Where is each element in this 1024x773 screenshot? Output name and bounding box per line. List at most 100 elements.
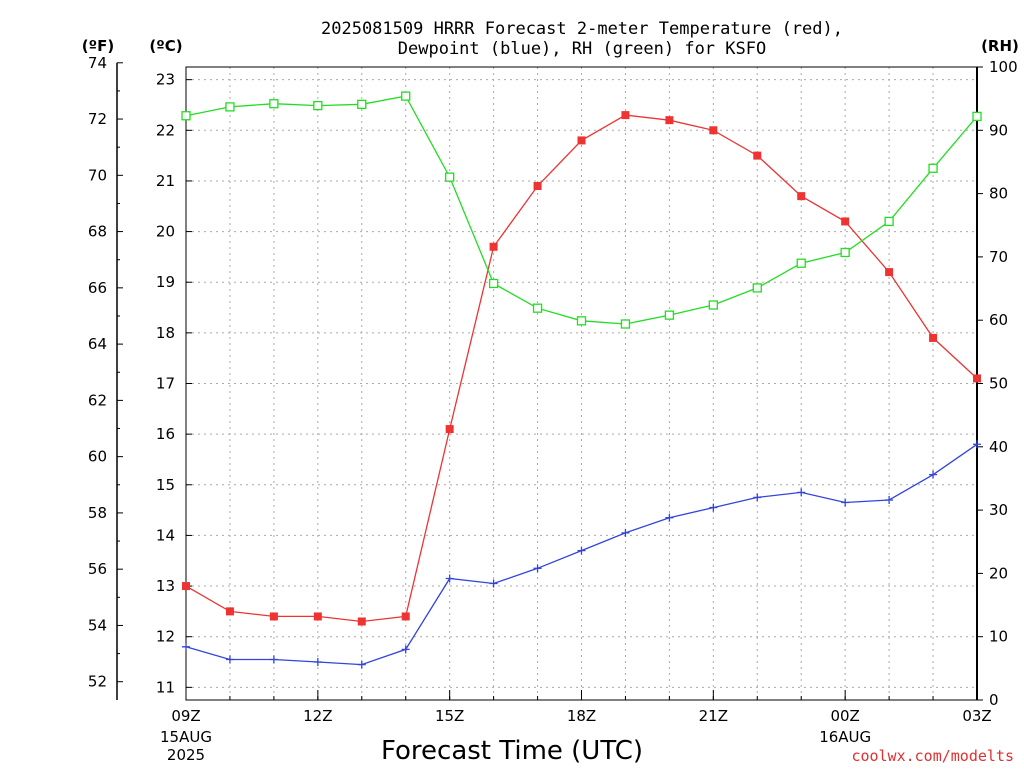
rh-tick-label: 10 xyxy=(989,628,1008,646)
title-line-1: 2025081509 HRRR Forecast 2-meter Tempera… xyxy=(321,19,843,39)
dewpoint-point xyxy=(621,528,630,537)
temperature-point xyxy=(401,612,410,621)
x-axis-title: Forecast Time (UTC) xyxy=(381,736,643,766)
celsius-tick-label: 17 xyxy=(156,375,175,393)
temperature-point xyxy=(313,612,322,621)
fahrenheit-tick-label: 70 xyxy=(88,166,107,184)
rh-point xyxy=(840,247,850,258)
celsius-unit-label: (ºC) xyxy=(149,37,182,55)
rh-tick-label: 0 xyxy=(989,691,999,709)
rh-tick-label: 20 xyxy=(989,564,1008,582)
fahrenheit-tick-label: 72 xyxy=(88,110,107,128)
x-tick-date-label: 2025 xyxy=(167,746,205,764)
dewpoint-point xyxy=(533,564,542,573)
temperature-point xyxy=(665,116,674,125)
temperature-point xyxy=(357,617,366,626)
fahrenheit-tick-label: 74 xyxy=(88,54,107,72)
celsius-tick-label: 16 xyxy=(156,425,175,443)
dewpoint-point xyxy=(401,645,410,654)
rh-point xyxy=(796,258,806,268)
rh-point xyxy=(576,316,587,326)
credit-text: coolwx.com/modelts xyxy=(851,747,1014,765)
dewpoint-point xyxy=(225,655,234,664)
celsius-tick-label: 22 xyxy=(156,121,175,139)
fahrenheit-tick-label: 56 xyxy=(88,560,107,578)
x-tick-date-label: 16AUG xyxy=(819,728,871,746)
dewpoint-point xyxy=(709,503,718,512)
dewpoint-point xyxy=(357,660,366,669)
fahrenheit-tick-label: 66 xyxy=(88,279,107,297)
rh-point xyxy=(313,100,323,111)
celsius-tick-label: 14 xyxy=(156,526,175,544)
fahrenheit-tick-label: 52 xyxy=(88,673,107,691)
grid-lines xyxy=(186,67,977,700)
dewpoint-series xyxy=(182,440,981,669)
temperature-point xyxy=(445,425,454,434)
celsius-tick-label: 19 xyxy=(156,273,175,291)
dewpoint-point xyxy=(313,658,322,667)
x-tick-label: 03Z xyxy=(962,707,991,725)
fahrenheit-tick-label: 62 xyxy=(88,391,107,409)
temperature-point xyxy=(577,136,586,145)
temperature-point xyxy=(885,268,894,277)
dewpoint-point xyxy=(269,655,278,664)
temperature-point xyxy=(753,151,762,160)
x-tick-label: 21Z xyxy=(699,707,728,725)
fahrenheit-tick-label: 60 xyxy=(88,448,107,466)
x-tick-label: 18Z xyxy=(567,707,596,725)
temperature-point xyxy=(489,242,498,251)
temperature-point xyxy=(269,612,278,621)
rh-point xyxy=(928,163,938,173)
temperature-point xyxy=(182,582,190,591)
dewpoint-point xyxy=(665,513,674,522)
x-tick-label: 12Z xyxy=(303,707,332,725)
x-tick-label: 00Z xyxy=(830,707,859,725)
rh-point xyxy=(708,300,718,310)
rh-unit-label: (RH) xyxy=(981,37,1019,55)
celsius-tick-label: 13 xyxy=(156,577,175,595)
rh-tick-label: 80 xyxy=(989,185,1008,203)
fahrenheit-tick-label: 64 xyxy=(88,335,107,353)
rh-point xyxy=(357,99,367,109)
rh-point xyxy=(532,303,543,313)
rh-tick-label: 100 xyxy=(989,58,1018,76)
temperature-point xyxy=(533,182,542,191)
dewpoint-point xyxy=(841,498,850,507)
dewpoint-point xyxy=(489,579,498,588)
temperature-point xyxy=(841,217,850,226)
rh-point xyxy=(620,319,631,329)
celsius-tick-label: 18 xyxy=(156,324,175,342)
rh-point xyxy=(401,91,411,101)
dewpoint-point xyxy=(973,440,981,449)
fahrenheit-tick-label: 54 xyxy=(88,616,107,634)
fahrenheit-unit-label: (ºF) xyxy=(82,37,114,55)
dewpoint-point xyxy=(797,488,806,497)
dewpoint-point xyxy=(885,495,894,504)
temperature-point xyxy=(973,374,981,383)
series-layer xyxy=(181,91,982,669)
chart-title: 2025081509 HRRR Forecast 2-meter Tempera… xyxy=(321,19,843,59)
rh-point xyxy=(269,99,279,109)
celsius-tick-label: 23 xyxy=(156,71,175,89)
rh-point xyxy=(752,283,762,293)
x-tick-label: 09Z xyxy=(171,707,200,725)
celsius-tick-label: 11 xyxy=(156,678,175,696)
axes: 52 54 56 58 60 62 64 66 68 70 72 74 11 12 13 14 15 16 17 18… xyxy=(88,54,1018,764)
temperature-point xyxy=(709,126,718,135)
dewpoint-point xyxy=(182,642,190,651)
celsius-tick-label: 12 xyxy=(156,628,175,646)
rh-point xyxy=(664,310,675,320)
x-tick-label: 15Z xyxy=(435,707,464,725)
rh-point xyxy=(884,216,894,227)
celsius-tick-label: 20 xyxy=(156,223,175,241)
temperature-series xyxy=(182,111,981,626)
title-line-2: Dewpoint (blue), RH (green) for KSFO xyxy=(398,39,766,59)
fahrenheit-tick-label: 68 xyxy=(88,223,107,241)
rh-point xyxy=(181,111,191,121)
dewpoint-point xyxy=(445,574,454,583)
fahrenheit-tick-label: 58 xyxy=(88,504,107,522)
x-tick-date-label: 15AUG xyxy=(160,728,212,746)
rh-point xyxy=(445,172,455,182)
rh-tick-label: 30 xyxy=(989,501,1008,519)
